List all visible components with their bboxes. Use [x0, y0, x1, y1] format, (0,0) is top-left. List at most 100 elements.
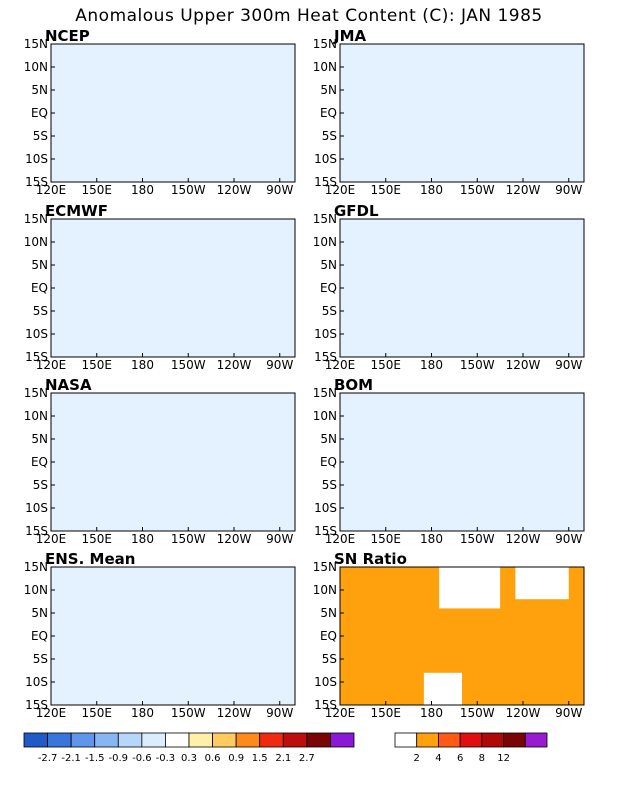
lat-tick-label: 15S: [314, 698, 337, 712]
anomaly-colorbar-tick: 2.1: [275, 753, 291, 764]
anomaly-colorbar-swatch: [188, 732, 213, 748]
anomaly-colorbar-swatch: [141, 732, 166, 748]
sn-colorbar-swatch: [416, 732, 439, 748]
lon-tick-label: 90W: [555, 706, 582, 720]
sn-colorbar-swatch: [503, 732, 526, 748]
lon-tick-label: 150E: [371, 532, 402, 546]
sn-colorbar-tick: 2: [414, 753, 420, 764]
lon-tick-label: 150W: [171, 183, 206, 197]
lon-tick-label: 120E: [36, 183, 67, 197]
panel-label: JMA: [333, 27, 367, 45]
panel-background: [340, 219, 584, 357]
sn-low-region: [515, 567, 569, 600]
lon-tick-label: 120W: [506, 358, 541, 372]
lat-tick-label: 15N: [24, 386, 48, 400]
lon-tick-label: 120E: [36, 706, 67, 720]
chart-title: Anomalous Upper 300m Heat Content (C): J…: [75, 6, 543, 26]
anomaly-colorbar-tick: -0.9: [109, 753, 129, 764]
lon-tick-label: 150E: [82, 532, 113, 546]
lon-tick-label: 120E: [325, 532, 356, 546]
anomaly-colorbar-swatch: [259, 732, 284, 748]
panel-label: BOM: [334, 376, 373, 394]
lat-tick-label: EQ: [31, 106, 48, 120]
lon-tick-label: 120W: [217, 183, 252, 197]
lat-tick-label: 15S: [25, 698, 48, 712]
lat-tick-label: 5N: [320, 606, 337, 620]
lat-tick-label: 10N: [24, 235, 48, 249]
anomaly-colorbar-tick: -0.6: [132, 753, 152, 764]
anomaly-colorbar-tick: 0.6: [205, 753, 221, 764]
lon-tick-label: 180: [420, 358, 443, 372]
lat-tick-label: 5S: [33, 129, 48, 143]
lat-tick-label: 5N: [31, 83, 48, 97]
lat-tick-label: 10S: [25, 501, 48, 515]
lon-tick-label: 180: [420, 706, 443, 720]
lat-tick-label: EQ: [31, 629, 48, 643]
lon-tick-label: 120E: [36, 358, 67, 372]
lat-tick-label: EQ: [320, 455, 337, 469]
panel-label: GFDL: [334, 202, 379, 220]
lon-tick-label: 180: [131, 706, 154, 720]
anomaly-colorbar-tick: 0.3: [181, 753, 197, 764]
lon-tick-label: 90W: [555, 358, 582, 372]
lat-tick-label: 5N: [31, 606, 48, 620]
lat-tick-label: 5S: [33, 652, 48, 666]
panel-label: NCEP: [45, 27, 90, 45]
panel-label: NASA: [45, 376, 92, 394]
lat-tick-label: 10N: [313, 60, 337, 74]
sn-colorbar-tick: 8: [479, 753, 485, 764]
lat-tick-label: 15S: [25, 350, 48, 364]
panel-label: ECMWF: [45, 202, 108, 220]
lat-tick-label: 15N: [24, 212, 48, 226]
lat-tick-label: 10S: [25, 327, 48, 341]
lon-tick-label: 120E: [325, 358, 356, 372]
sn-colorbar-swatch: [481, 732, 504, 748]
lat-tick-label: 5N: [320, 83, 337, 97]
sn-colorbar-swatch: [459, 732, 483, 748]
lon-tick-label: 120E: [325, 183, 356, 197]
anomaly-colorbar-tick: 0.9: [228, 753, 244, 764]
lat-tick-label: EQ: [320, 629, 337, 643]
lon-tick-label: 150E: [82, 183, 113, 197]
lon-tick-label: 120W: [506, 183, 541, 197]
lat-tick-label: EQ: [320, 281, 337, 295]
anomaly-colorbar-tick: -2.7: [38, 753, 58, 764]
lon-tick-label: 180: [420, 532, 443, 546]
lon-tick-label: 120W: [217, 532, 252, 546]
lat-tick-label: 5S: [33, 304, 48, 318]
lat-tick-label: 10N: [24, 583, 48, 597]
anomaly-colorbar-swatch: [235, 732, 261, 748]
panel-background: [340, 44, 584, 182]
lat-tick-label: 15S: [314, 524, 337, 538]
lat-tick-label: 5N: [320, 258, 337, 272]
lon-tick-label: 150E: [82, 706, 113, 720]
anomaly-colorbar-swatch: [330, 732, 355, 748]
lon-tick-label: 180: [131, 532, 154, 546]
lon-tick-label: 180: [131, 183, 154, 197]
lat-tick-label: 10S: [25, 152, 48, 166]
anomaly-colorbar-swatch: [117, 732, 143, 748]
lat-tick-label: 15N: [313, 212, 337, 226]
panel-label: SN Ratio: [334, 550, 407, 568]
lon-tick-label: 150W: [460, 358, 495, 372]
lat-tick-label: 5N: [31, 258, 48, 272]
lat-tick-label: 15S: [314, 175, 337, 189]
lon-tick-label: 120E: [325, 706, 356, 720]
panel-background: [51, 219, 295, 357]
lon-tick-label: 120W: [506, 706, 541, 720]
lon-tick-label: 90W: [266, 706, 293, 720]
lat-tick-label: 5S: [322, 652, 337, 666]
lat-tick-label: 10N: [24, 409, 48, 423]
lat-tick-label: 10S: [314, 501, 337, 515]
anomaly-colorbar-swatch: [165, 732, 190, 748]
anomaly-colorbar-swatch: [70, 732, 96, 748]
anomaly-colorbar-swatch: [306, 732, 331, 748]
lat-tick-label: 15S: [314, 350, 337, 364]
lon-tick-label: 90W: [266, 183, 293, 197]
lon-tick-label: 120W: [217, 358, 252, 372]
lat-tick-label: EQ: [320, 106, 337, 120]
sn-low-region: [439, 567, 501, 609]
anomaly-colorbar-swatch: [23, 732, 48, 748]
lat-tick-label: 10N: [313, 583, 337, 597]
